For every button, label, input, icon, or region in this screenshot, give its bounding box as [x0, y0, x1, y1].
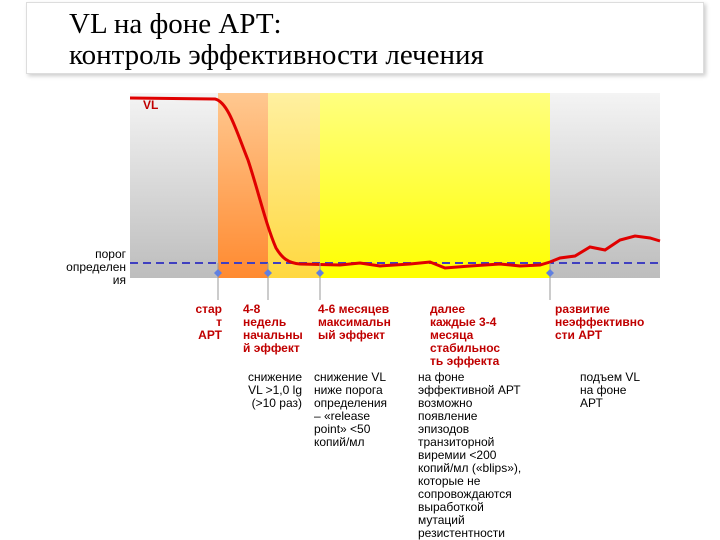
column-heading: 4-6 месяцев максимальн ый эффект [318, 303, 414, 342]
text-line: копий/мл («blips»), [418, 461, 522, 475]
text-line: снижение VL [314, 370, 387, 384]
text-line: й эффект [243, 341, 300, 355]
text-line: на фоне [580, 383, 627, 397]
vl-curve [129, 96, 661, 270]
text-line: максимальн [318, 315, 391, 329]
text-line: появление [418, 409, 478, 423]
text-line: далее [430, 302, 466, 316]
marker-diamonds [214, 269, 554, 277]
text-line: на фоне [418, 370, 465, 384]
title-line: контроль эффективности лечения [69, 39, 484, 71]
column-heading: далее каждые 3-4 месяца стабильнос ть эффект… [430, 303, 530, 368]
text-line: мутаций [418, 513, 465, 527]
text-line: развитие [555, 302, 610, 316]
text-line: резистентности [418, 526, 505, 540]
column-heading: 4-8 недель начальны й эффект [243, 303, 313, 355]
text-line: копий/мл [314, 435, 365, 449]
text-line: АРТ [198, 328, 222, 342]
text-line: – «release [314, 409, 371, 423]
text-line: 4-6 месяцев [318, 302, 390, 316]
text-line: эпизодов [418, 422, 470, 436]
column-description: снижение VL >1,0 lg (>10 раз) [226, 371, 302, 410]
title-line: VL на фоне АРТ: [69, 8, 282, 40]
text-line: ый эффект [318, 328, 385, 342]
text-line: сти АРТ [555, 328, 603, 342]
text-line: стабильнос [430, 341, 501, 355]
text-line: транзиторной [418, 435, 495, 449]
text-line: сопровождаются [418, 487, 512, 501]
text-line: месяца [430, 328, 474, 342]
text-line: виремии <200 [418, 448, 497, 462]
text-line: т [216, 315, 222, 329]
text-line: снижение [247, 370, 302, 384]
phase-band [218, 93, 268, 278]
text-line: стар [195, 302, 222, 316]
text-line: ия [112, 273, 126, 287]
text-line: ниже порога [314, 383, 383, 397]
column-description: на фоне эффективной АРТ возможно появление э… [418, 371, 548, 540]
text-line: 4-8 [243, 302, 261, 316]
text-line: недель [243, 315, 287, 329]
threshold-label: порог определен ия [40, 248, 126, 287]
text-line: ть эффекта [430, 354, 500, 368]
text-line: (>10 раз) [251, 396, 302, 410]
text-line: каждые 3-4 [430, 315, 497, 329]
text-line: выработкой [418, 500, 484, 514]
text-line: порог [95, 247, 126, 261]
text-line: VL >1,0 lg [248, 383, 302, 397]
text-line: начальны [243, 328, 303, 342]
text-line: подъем VL [580, 370, 641, 384]
text-line: которые не [418, 474, 481, 488]
text-line: неэффективно [555, 315, 645, 329]
column-description: подъем VL на фоне АРТ [580, 371, 660, 410]
text-line: возможно [418, 396, 473, 410]
column-heading: развитие неэффективно сти АРТ [555, 303, 665, 342]
column-description: снижение VL ниже порога определения – «rele… [314, 371, 410, 449]
phase-band [320, 93, 550, 278]
text-line: определения [314, 396, 388, 410]
text-line: АРТ [580, 396, 603, 410]
text-line: point» <50 [314, 422, 371, 436]
chart-label: VL [143, 98, 158, 112]
text-line: определен [66, 260, 126, 274]
column-heading: стар т АРТ [160, 303, 222, 342]
title-box: VL на фоне АРТ: контроль эффективности л… [26, 2, 704, 74]
text-line: эффективной АРТ [418, 383, 521, 397]
